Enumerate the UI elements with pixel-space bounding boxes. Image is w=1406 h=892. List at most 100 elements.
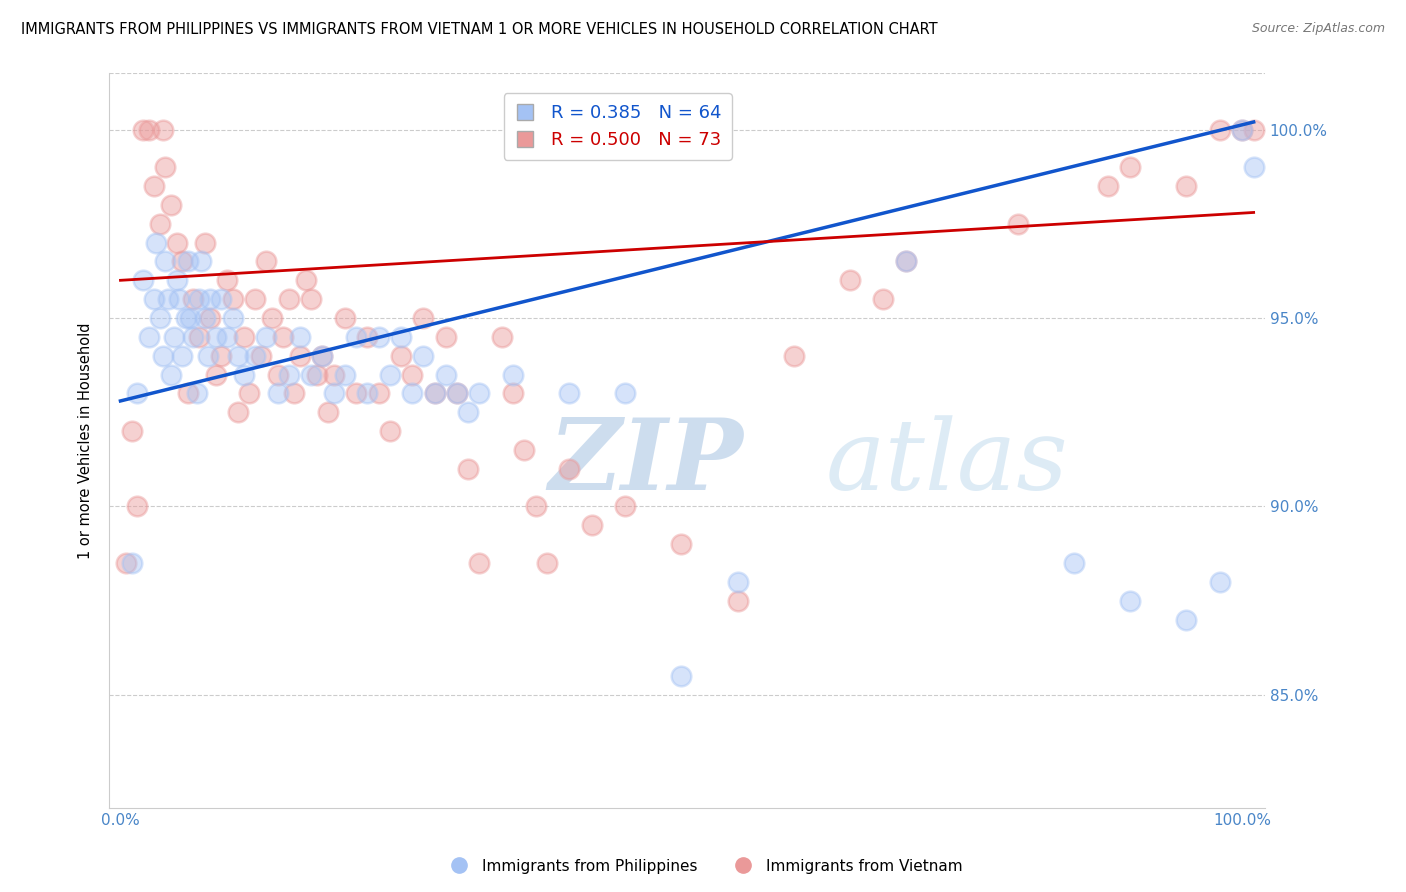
- Text: Source: ZipAtlas.com: Source: ZipAtlas.com: [1251, 22, 1385, 36]
- Point: [378, 424, 401, 438]
- Point: [188, 330, 211, 344]
- Point: [1209, 574, 1232, 589]
- Point: [163, 330, 186, 344]
- Point: [446, 386, 468, 401]
- Point: [283, 386, 305, 401]
- Point: [446, 386, 468, 401]
- Point: [209, 349, 232, 363]
- Point: [277, 368, 299, 382]
- Point: [179, 311, 201, 326]
- Point: [152, 122, 174, 136]
- Point: [299, 368, 322, 382]
- Point: [205, 368, 228, 382]
- Point: [215, 273, 238, 287]
- Point: [149, 217, 172, 231]
- Point: [172, 349, 194, 363]
- Point: [378, 368, 401, 382]
- Point: [132, 122, 155, 136]
- Point: [172, 254, 194, 268]
- Point: [188, 292, 211, 306]
- Point: [502, 386, 524, 401]
- Point: [894, 254, 917, 268]
- Point: [143, 179, 166, 194]
- Point: [491, 330, 513, 344]
- Point: [524, 500, 547, 514]
- Point: [434, 368, 457, 382]
- Point: [294, 273, 316, 287]
- Point: [143, 292, 166, 306]
- Point: [412, 311, 434, 326]
- Point: [288, 349, 311, 363]
- Point: [389, 349, 412, 363]
- Point: [536, 556, 558, 570]
- Point: [838, 273, 860, 287]
- Point: [266, 368, 288, 382]
- Point: [200, 311, 222, 326]
- Point: [1232, 122, 1254, 136]
- Point: [271, 330, 294, 344]
- Point: [183, 292, 205, 306]
- Point: [243, 292, 266, 306]
- Point: [1007, 217, 1029, 231]
- Point: [266, 386, 288, 401]
- Point: [872, 292, 894, 306]
- Point: [249, 349, 271, 363]
- Point: [502, 368, 524, 382]
- Point: [155, 254, 177, 268]
- Point: [311, 349, 333, 363]
- Point: [177, 386, 200, 401]
- Point: [671, 669, 693, 683]
- Point: [367, 330, 389, 344]
- Point: [197, 349, 219, 363]
- Point: [1209, 122, 1232, 136]
- Point: [232, 368, 254, 382]
- Point: [238, 386, 260, 401]
- Point: [423, 386, 446, 401]
- Point: [145, 235, 167, 250]
- Point: [367, 386, 389, 401]
- Point: [401, 368, 423, 382]
- Point: [356, 386, 378, 401]
- Point: [215, 330, 238, 344]
- Point: [468, 386, 491, 401]
- Point: [316, 405, 339, 419]
- Point: [174, 311, 197, 326]
- Point: [260, 311, 283, 326]
- Y-axis label: 1 or more Vehicles in Household: 1 or more Vehicles in Household: [79, 322, 93, 558]
- Point: [205, 330, 228, 344]
- Point: [138, 330, 160, 344]
- Point: [177, 254, 200, 268]
- Point: [457, 405, 479, 419]
- Point: [727, 574, 749, 589]
- Text: ZIP: ZIP: [548, 414, 744, 511]
- Point: [254, 254, 277, 268]
- Point: [558, 386, 581, 401]
- Point: [1119, 160, 1142, 174]
- Point: [434, 330, 457, 344]
- Point: [894, 254, 917, 268]
- Legend: R = 0.385   N = 64, R = 0.500   N = 73: R = 0.385 N = 64, R = 0.500 N = 73: [503, 93, 733, 160]
- Point: [412, 349, 434, 363]
- Point: [1119, 593, 1142, 607]
- Point: [333, 368, 356, 382]
- Point: [155, 160, 177, 174]
- Point: [1097, 179, 1119, 194]
- Point: [166, 235, 188, 250]
- Point: [200, 292, 222, 306]
- Legend: Immigrants from Philippines, Immigrants from Vietnam: Immigrants from Philippines, Immigrants …: [437, 853, 969, 880]
- Point: [344, 330, 367, 344]
- Point: [322, 368, 344, 382]
- Point: [401, 386, 423, 401]
- Point: [194, 311, 217, 326]
- Point: [614, 386, 637, 401]
- Point: [288, 330, 311, 344]
- Point: [457, 462, 479, 476]
- Point: [254, 330, 277, 344]
- Point: [305, 368, 328, 382]
- Point: [232, 330, 254, 344]
- Point: [160, 198, 183, 212]
- Point: [121, 424, 143, 438]
- Point: [782, 349, 804, 363]
- Point: [299, 292, 322, 306]
- Point: [311, 349, 333, 363]
